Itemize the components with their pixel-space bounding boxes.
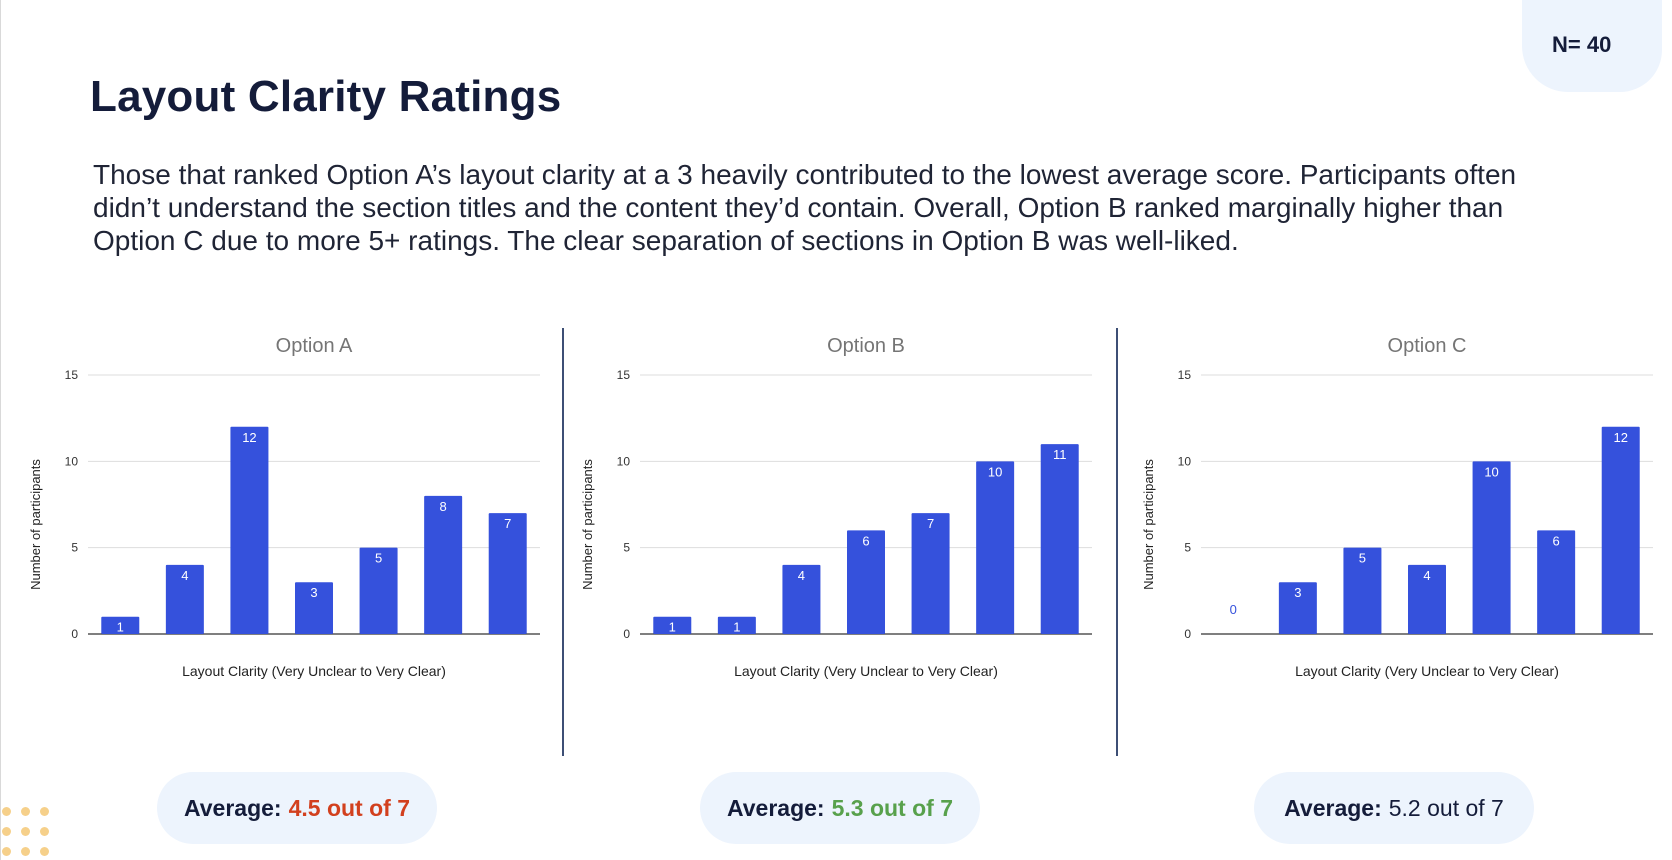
y-tick-label: 15 (617, 368, 631, 382)
bar (653, 616, 692, 634)
chart-title: Option A (276, 335, 353, 357)
chart-option-c-svg: Option C 0 5 10 15 0 3 5 4 10 6 12 Layout Clarity (V… (1141, 335, 1653, 679)
bar-value-label: 6 (1553, 533, 1560, 548)
bar (847, 530, 885, 634)
bar (488, 513, 527, 634)
average-label: Average: (184, 794, 282, 821)
bar (1601, 426, 1640, 634)
decorative-dot (2, 847, 11, 856)
y-axis-label: Number of participants (580, 459, 595, 590)
bar (165, 564, 204, 634)
bar (295, 582, 333, 634)
y-tick-label: 5 (623, 541, 630, 555)
average-value: 5.2 out of 7 (1388, 794, 1504, 821)
bar-value-label: 8 (440, 499, 447, 514)
bar-value-label: 1 (117, 620, 124, 635)
bar-value-label: 12 (1613, 430, 1627, 445)
bar (1408, 564, 1446, 634)
y-tick-label: 10 (617, 454, 631, 468)
bar-value-label: 10 (988, 464, 1002, 479)
average-label: Average: (727, 794, 825, 821)
decorative-dot (40, 807, 49, 816)
chart-title: Option B (827, 335, 905, 357)
chart-option-a: Option A 0 5 10 15 1 4 12 3 5 8 7 Layout Clarity (Ve… (20, 330, 560, 730)
bar-value-label: 12 (242, 430, 256, 445)
bar-value-label: 1 (733, 620, 740, 635)
x-axis-label: Layout Clarity (Very Unclear to Very Cle… (734, 663, 998, 679)
average-value: 4.5 out of 7 (288, 794, 410, 821)
sample-size-label: N= 40 (1552, 32, 1612, 57)
decorative-dot (21, 807, 30, 816)
y-tick-label: 15 (1178, 368, 1192, 382)
y-tick-label: 10 (1178, 454, 1192, 468)
bar (782, 564, 821, 634)
y-tick-label: 10 (65, 454, 79, 468)
bar-value-label: 7 (927, 516, 934, 531)
bar (101, 616, 140, 634)
page-title: Layout Clarity Ratings (90, 72, 562, 121)
bar (1278, 582, 1317, 634)
bar (1537, 530, 1576, 634)
bar-value-label: 3 (310, 585, 317, 600)
y-axis-label: Number of participants (1141, 459, 1156, 590)
bar (1343, 547, 1382, 634)
bar-value-label: 1 (669, 620, 676, 635)
sample-size-badge: N= 40 (1522, 0, 1662, 92)
x-axis-label: Layout Clarity (Very Unclear to Very Cle… (182, 663, 446, 679)
bar (717, 616, 756, 634)
average-label: Average: (1284, 794, 1382, 821)
decorative-dot (40, 827, 49, 836)
bar-value-label: 4 (798, 568, 805, 583)
y-tick-label: 15 (65, 368, 79, 382)
bar-value-label: 3 (1294, 585, 1301, 600)
x-axis-label: Layout Clarity (Very Unclear to Very Cle… (1295, 663, 1559, 679)
bar-value-label: 4 (1423, 568, 1430, 583)
bar (359, 547, 398, 634)
chart-option-b: Option B 0 5 10 15 1 1 4 6 7 10 11 Layout Clarity (V… (572, 330, 1112, 730)
y-tick-label: 0 (71, 627, 78, 641)
bar-value-label: 11 (1053, 447, 1067, 462)
bar (976, 461, 1015, 634)
y-axis-label: Number of participants (28, 459, 43, 590)
decorative-dot (2, 827, 11, 836)
decorative-dot (21, 827, 30, 836)
decorative-dots (0, 804, 60, 860)
average-pill-option-b: Average: 5.3 out of 7 (700, 772, 980, 844)
chart-option-c: Option C 0 5 10 15 0 3 5 4 10 6 12 Layout Clarity (V… (1133, 330, 1672, 730)
bar-value-label: 7 (504, 516, 511, 531)
summary-text: Those that ranked Option A’s layout clar… (93, 159, 1517, 256)
decorative-dot (40, 847, 49, 856)
bar (424, 495, 463, 634)
chart-divider-2 (1116, 328, 1118, 756)
average-pill-option-c: Average: 5.2 out of 7 (1254, 772, 1534, 844)
decorative-dot (2, 807, 11, 816)
bar-value-label: 4 (181, 568, 188, 583)
bar (1040, 444, 1079, 634)
y-tick-label: 0 (1184, 627, 1191, 641)
slide-left-edge (0, 0, 1, 860)
bar-value-label: 6 (862, 533, 869, 548)
chart-divider-1 (562, 328, 564, 756)
average-value: 5.3 out of 7 (831, 794, 953, 821)
bar (911, 513, 950, 634)
decorative-dot (21, 847, 30, 856)
average-pill-option-a: Average: 4.5 out of 7 (157, 772, 437, 844)
bar (230, 426, 269, 634)
bar-value-label: 5 (375, 551, 382, 566)
bar-value-label: 5 (1359, 551, 1366, 566)
bar-value-label: 0 (1230, 602, 1237, 617)
chart-title: Option C (1388, 335, 1467, 357)
bar (1472, 461, 1511, 634)
bar-value-label: 10 (1484, 464, 1498, 479)
y-tick-label: 5 (1184, 541, 1191, 555)
y-tick-label: 0 (623, 627, 630, 641)
chart-option-a-svg: Option A 0 5 10 15 1 4 12 3 5 8 7 Layout Clarity (Ve… (28, 335, 540, 679)
y-tick-label: 5 (71, 541, 78, 555)
